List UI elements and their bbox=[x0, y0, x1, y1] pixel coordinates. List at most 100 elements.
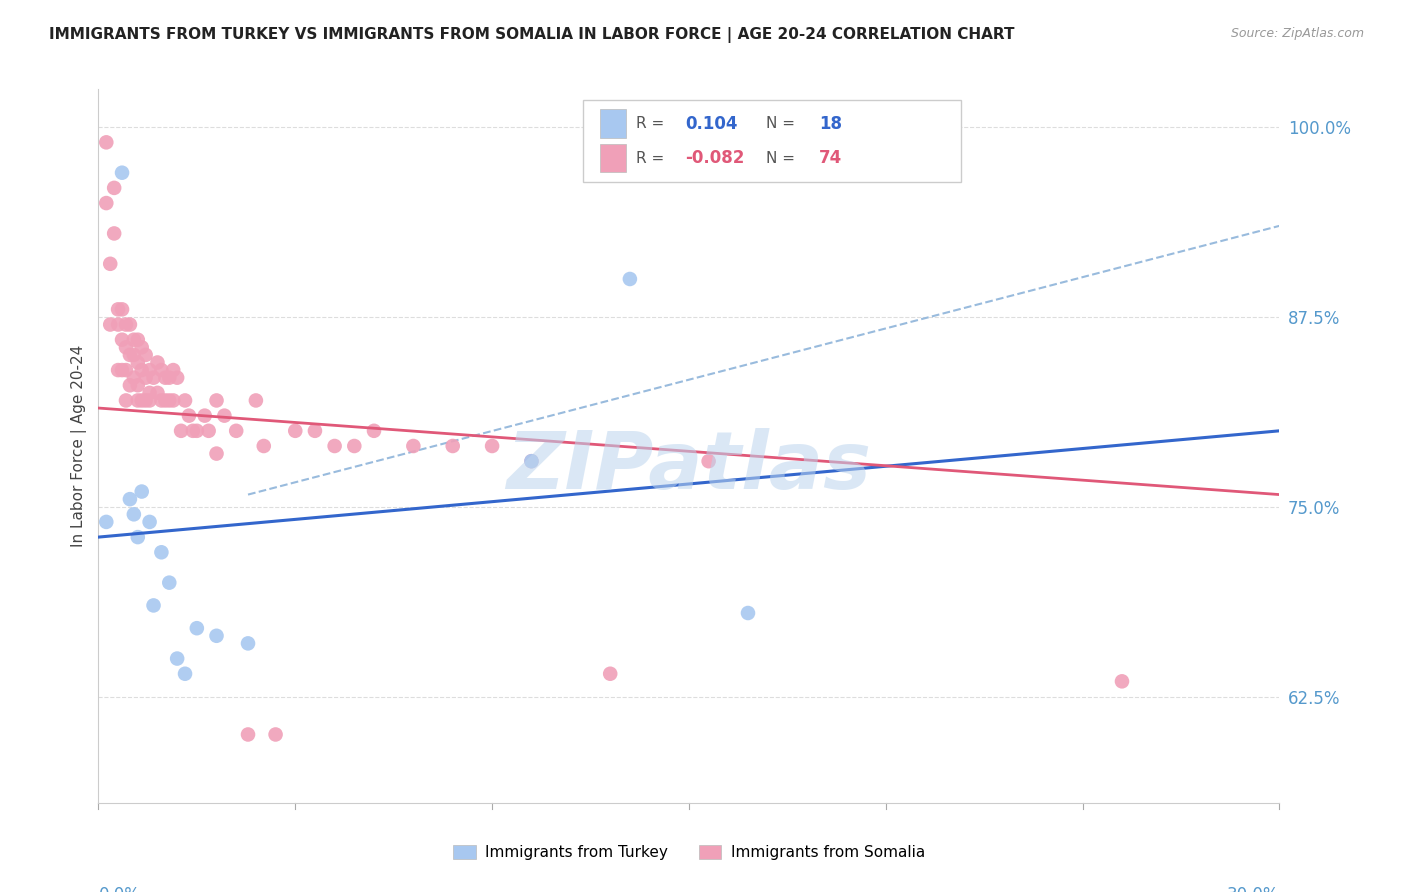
Point bbox=[619, 272, 641, 286]
Point bbox=[162, 363, 184, 377]
Text: 30.0%: 30.0% bbox=[1227, 887, 1279, 892]
Point bbox=[107, 318, 129, 332]
Point bbox=[214, 409, 236, 423]
Point bbox=[103, 227, 125, 241]
Point bbox=[111, 166, 134, 180]
Point bbox=[697, 454, 720, 468]
Point bbox=[131, 484, 153, 499]
Point bbox=[135, 393, 157, 408]
Point bbox=[111, 363, 134, 377]
Point bbox=[135, 370, 157, 384]
Text: IMMIGRANTS FROM TURKEY VS IMMIGRANTS FROM SOMALIA IN LABOR FORCE | AGE 20-24 COR: IMMIGRANTS FROM TURKEY VS IMMIGRANTS FRO… bbox=[49, 27, 1015, 43]
Y-axis label: In Labor Force | Age 20-24: In Labor Force | Age 20-24 bbox=[72, 345, 87, 547]
Point bbox=[205, 447, 228, 461]
Point bbox=[98, 318, 121, 332]
Point bbox=[138, 515, 160, 529]
Point bbox=[138, 363, 160, 377]
Point bbox=[194, 409, 217, 423]
Point bbox=[304, 424, 326, 438]
Bar bbox=[600, 110, 626, 138]
Point bbox=[131, 340, 153, 354]
Point bbox=[441, 439, 464, 453]
Point bbox=[1111, 674, 1133, 689]
Text: 74: 74 bbox=[818, 149, 842, 167]
Point bbox=[174, 393, 197, 408]
Point bbox=[127, 355, 149, 369]
Bar bbox=[600, 144, 626, 172]
Text: -0.082: -0.082 bbox=[685, 149, 745, 167]
Point bbox=[127, 393, 149, 408]
Point bbox=[174, 666, 197, 681]
Point bbox=[157, 575, 180, 590]
Point bbox=[138, 385, 160, 400]
Point bbox=[122, 348, 145, 362]
Point bbox=[264, 727, 287, 741]
Point bbox=[127, 378, 149, 392]
Point bbox=[103, 181, 125, 195]
Point bbox=[115, 363, 138, 377]
Point bbox=[122, 333, 145, 347]
Point bbox=[150, 393, 173, 408]
Point bbox=[205, 629, 228, 643]
Point bbox=[402, 439, 425, 453]
Point bbox=[118, 378, 141, 392]
Point bbox=[146, 355, 169, 369]
Point bbox=[520, 454, 543, 468]
Point bbox=[155, 370, 177, 384]
Point bbox=[166, 370, 188, 384]
Text: 18: 18 bbox=[818, 115, 842, 133]
Text: 0.0%: 0.0% bbox=[98, 887, 141, 892]
Text: N =: N = bbox=[766, 116, 800, 131]
Point bbox=[111, 333, 134, 347]
Point bbox=[118, 318, 141, 332]
Legend: Immigrants from Turkey, Immigrants from Somalia: Immigrants from Turkey, Immigrants from … bbox=[447, 839, 931, 866]
Point bbox=[155, 393, 177, 408]
Point bbox=[118, 492, 141, 507]
Point bbox=[118, 348, 141, 362]
Point bbox=[142, 599, 165, 613]
Point bbox=[599, 666, 621, 681]
Point bbox=[737, 606, 759, 620]
FancyBboxPatch shape bbox=[582, 100, 960, 182]
Point bbox=[225, 424, 247, 438]
Text: N =: N = bbox=[766, 151, 800, 166]
Text: Source: ZipAtlas.com: Source: ZipAtlas.com bbox=[1230, 27, 1364, 40]
Point bbox=[107, 302, 129, 317]
Point bbox=[96, 196, 118, 211]
Point bbox=[343, 439, 366, 453]
Point bbox=[96, 136, 118, 150]
Point bbox=[166, 651, 188, 665]
Point bbox=[142, 370, 165, 384]
Point bbox=[146, 385, 169, 400]
Point bbox=[135, 348, 157, 362]
Point bbox=[150, 545, 173, 559]
Text: ZIPatlas: ZIPatlas bbox=[506, 428, 872, 507]
Point bbox=[162, 393, 184, 408]
Point bbox=[236, 727, 259, 741]
Point bbox=[96, 515, 118, 529]
Point bbox=[170, 424, 193, 438]
Point bbox=[127, 530, 149, 544]
Point bbox=[186, 621, 208, 635]
Text: 0.104: 0.104 bbox=[685, 115, 738, 133]
Point bbox=[253, 439, 276, 453]
Point bbox=[284, 424, 307, 438]
Point bbox=[138, 393, 160, 408]
Point bbox=[150, 363, 173, 377]
Point bbox=[115, 318, 138, 332]
Point bbox=[107, 363, 129, 377]
Text: R =: R = bbox=[636, 116, 669, 131]
Point bbox=[363, 424, 385, 438]
Point bbox=[481, 439, 503, 453]
Point bbox=[236, 636, 259, 650]
Point bbox=[111, 302, 134, 317]
Point bbox=[205, 393, 228, 408]
Point bbox=[98, 257, 121, 271]
Point bbox=[115, 393, 138, 408]
Point bbox=[245, 393, 267, 408]
Point bbox=[122, 508, 145, 522]
Point bbox=[197, 424, 219, 438]
Point bbox=[181, 424, 204, 438]
Point bbox=[131, 393, 153, 408]
Point bbox=[186, 424, 208, 438]
